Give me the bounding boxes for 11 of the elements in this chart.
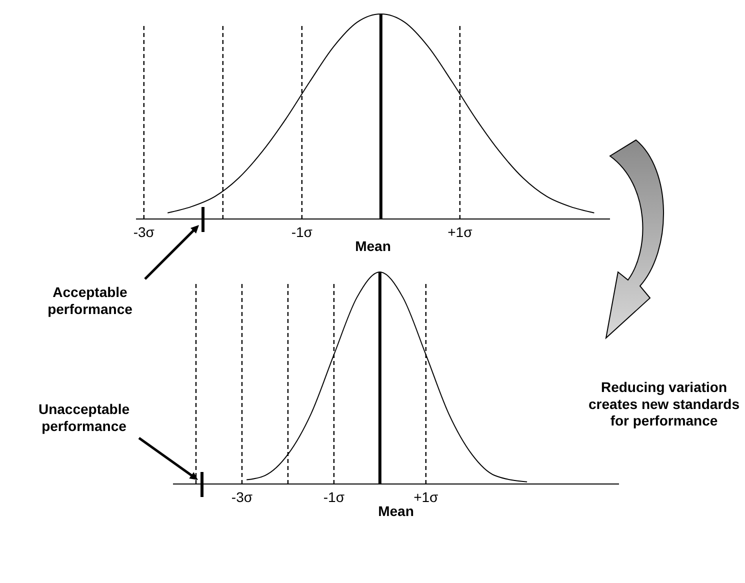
annotation: Reducing variation creates new standards for performance	[588, 379, 740, 429]
text: Unacceptable performance	[38, 401, 130, 434]
x-tick-label: -3σ	[133, 224, 155, 240]
x-tick-label: +1σ	[448, 224, 473, 240]
x-tick-label: -1σ	[323, 488, 345, 505]
x-tick-label: +1σ	[414, 488, 439, 505]
x-tick-label: -3σ	[231, 488, 253, 505]
x-axis-title: Mean	[355, 238, 391, 254]
x-tick-label: -1σ	[291, 224, 313, 240]
x-axis-title: Mean	[378, 503, 414, 519]
text: Acceptable performance	[48, 284, 133, 317]
